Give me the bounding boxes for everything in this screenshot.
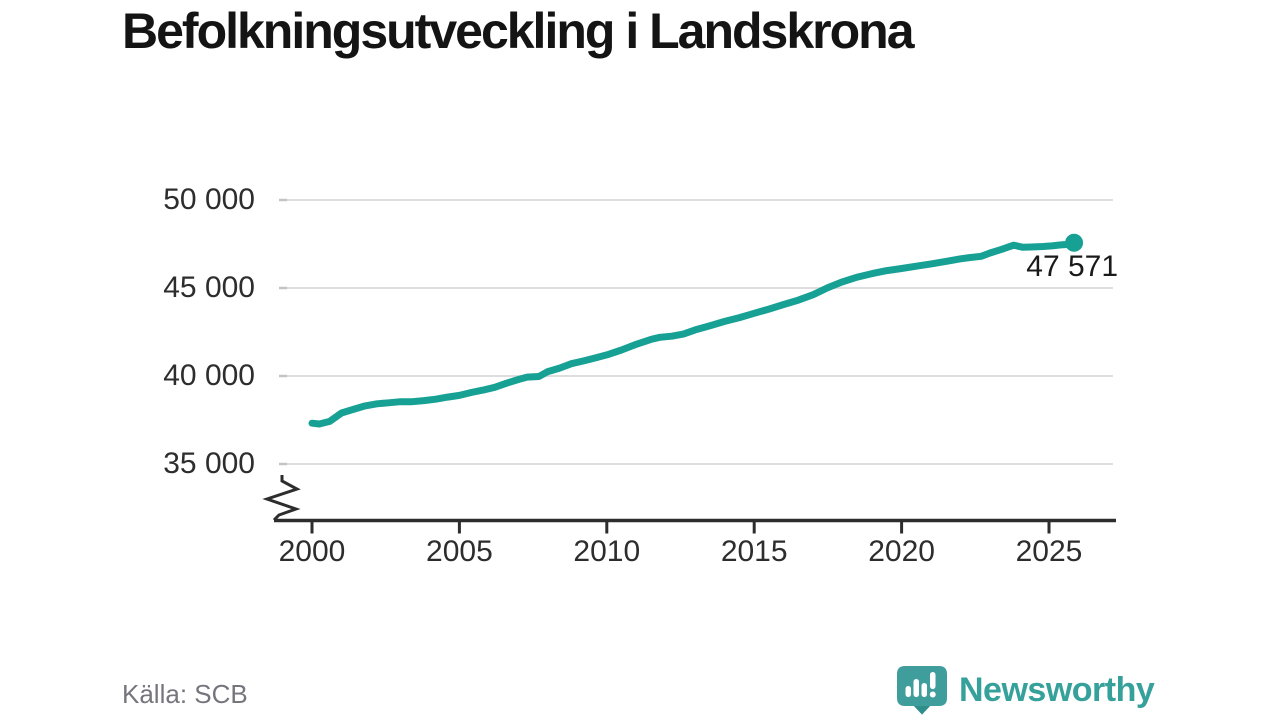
y-axis-label-50000: 50 000: [163, 183, 255, 216]
axis-break-icon: [262, 475, 301, 522]
x-axis-label-2010: 2010: [573, 535, 641, 568]
chart-title: Befolkningsutveckling i Landskrona: [122, 3, 915, 59]
end-point-marker: [1065, 233, 1084, 252]
x-axis-label-2015: 2015: [720, 535, 788, 568]
x-axis-label-2000: 2000: [278, 535, 346, 568]
end-value-label: 47 571: [1026, 249, 1119, 283]
source-caption: Källa: SCB: [122, 679, 248, 709]
y-axis-label-35000: 35 000: [163, 447, 255, 480]
newsworthy-logo: Newsworthy: [896, 664, 1155, 716]
newsworthy-icon: [897, 666, 947, 715]
population-line: [308, 239, 1078, 428]
x-axis-label-2025: 2025: [1015, 535, 1083, 568]
x-axis-label-2005: 2005: [426, 535, 493, 568]
y-axis-label-40000: 40 000: [163, 359, 255, 392]
x-axis-label-2020: 2020: [868, 535, 935, 568]
y-axis-label-45000: 45 000: [163, 271, 255, 304]
newsworthy-wordmark: Newsworthy: [959, 670, 1155, 709]
